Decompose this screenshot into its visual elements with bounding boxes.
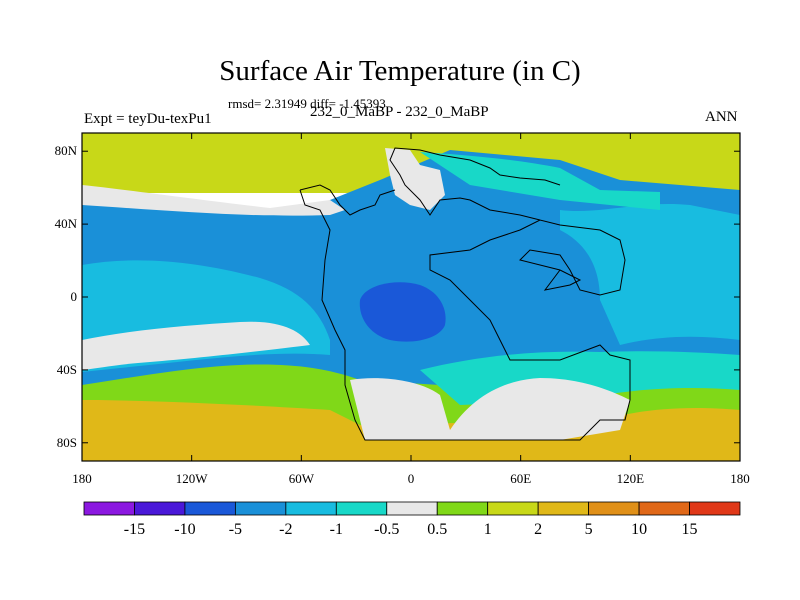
colorbar-label: -15	[124, 521, 145, 538]
colorbar-swatch	[184, 501, 236, 516]
x-tick-label: 60W	[289, 471, 315, 486]
colorbar-label: -10	[174, 521, 195, 538]
x-tick-label: 0	[408, 471, 415, 486]
colorbar-label: 1	[484, 521, 492, 538]
y-tick-label: 40S	[57, 362, 77, 377]
field-white-north	[82, 185, 345, 216]
field-white-antarctic	[350, 378, 630, 440]
field-white-south-ocean	[82, 321, 310, 370]
x-tick-label: 180	[730, 471, 750, 486]
colorbar-label: -0.5	[374, 521, 399, 538]
period-label: 232_0_MaBP - 232_0_MaBP	[310, 104, 489, 120]
colorbar-swatch	[234, 501, 287, 516]
colorbar-swatch	[689, 501, 741, 516]
x-tick-label: 180	[72, 471, 92, 486]
stats-label: rmsd= 2.31949 diff= -1.45393	[228, 96, 386, 111]
colorbar-label: 15	[682, 521, 698, 538]
colorbar-label: 10	[631, 521, 647, 538]
experiment-label: Expt = teyDu-texPu1	[84, 111, 212, 127]
season-label: ANN	[705, 109, 738, 125]
field-dark-blue-core	[359, 282, 446, 342]
field-teal-north	[420, 152, 660, 210]
y-tick-label: 80S	[57, 435, 77, 450]
y-tick-label: 40N	[55, 216, 78, 231]
axes: 180 120W 60W 0 60E 120E 180 80N 40N 0 40S 80S	[55, 133, 750, 486]
colorbar-swatch	[285, 501, 337, 516]
colorbar-swatch	[335, 501, 388, 516]
colorbar-label: -2	[279, 521, 292, 538]
chart-title: Surface Air Temperature (in C)	[219, 55, 581, 87]
colorbar-swatch	[588, 501, 640, 516]
colorbar-swatch	[83, 501, 135, 516]
colorbar-swatch	[638, 501, 690, 516]
colorbar-swatch	[386, 501, 438, 516]
colorbar-swatch	[436, 501, 489, 516]
colorbar-label: 0.5	[427, 521, 447, 538]
field-cyan-east	[560, 203, 740, 345]
colorbar-swatch	[537, 501, 590, 516]
temperature-map	[81, 132, 741, 462]
colorbar-label: -1	[330, 521, 343, 538]
x-tick-label: 60E	[510, 471, 531, 486]
coastline	[299, 147, 631, 441]
y-tick-label: 0	[71, 289, 78, 304]
colorbar-swatch	[487, 501, 539, 516]
x-tick-label: 120W	[176, 471, 209, 486]
colorbar-label: 5	[585, 521, 593, 538]
y-tick-label: 80N	[55, 143, 78, 158]
colorbar-label: -5	[229, 521, 242, 538]
colorbar: -15 -10 -5 -2 -1 -0.5 0.5 1 2 5 10 15	[83, 501, 741, 538]
colorbar-swatch	[134, 501, 186, 516]
x-tick-label: 120E	[617, 471, 645, 486]
colorbar-label: 2	[534, 521, 542, 538]
field-white-arctic	[385, 148, 445, 210]
